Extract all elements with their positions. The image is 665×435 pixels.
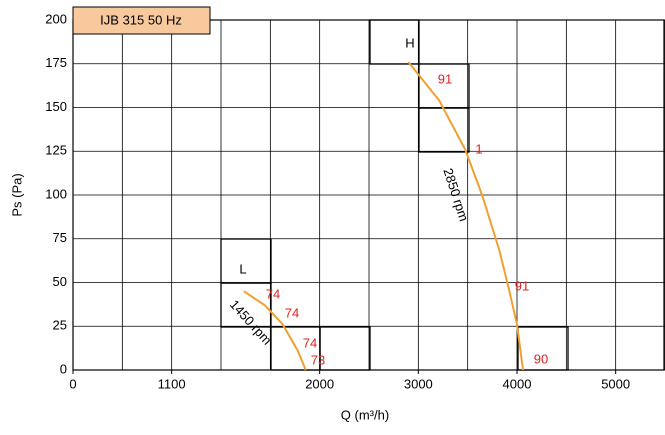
- y-tick-label: 50: [53, 274, 67, 289]
- chart-title: IJB 315 50 Hz: [100, 12, 182, 27]
- box: [319, 326, 371, 371]
- annotation: 91: [515, 278, 529, 293]
- box: [418, 107, 470, 153]
- annotation: 73: [311, 352, 325, 367]
- y-tick-label: 175: [45, 55, 67, 70]
- x-tick-label: 1100: [158, 376, 186, 391]
- annotation: 74: [303, 335, 317, 350]
- y-tick-label: 100: [45, 186, 67, 201]
- box: [220, 282, 272, 328]
- y-tick-label: 150: [45, 99, 67, 114]
- curve: [407, 61, 525, 371]
- x-tick-label: 3000: [404, 376, 433, 391]
- point-label: L: [239, 261, 246, 276]
- y-tick-label: 0: [60, 361, 67, 376]
- curve-label: 1450 rpm: [227, 297, 275, 348]
- x-tick-label: 4000: [503, 376, 532, 391]
- annotation: 74: [266, 286, 280, 301]
- y-tick-label: 200: [45, 11, 67, 26]
- annotation: 74: [285, 305, 299, 320]
- x-tick-label: 5000: [601, 376, 630, 391]
- title-box: [72, 6, 211, 35]
- point-label: H: [405, 35, 414, 50]
- grid: [72, 19, 665, 371]
- y-axis-label: Ps (Pa): [9, 173, 24, 216]
- y-tick-label: 75: [53, 230, 67, 245]
- annotation: 1: [475, 141, 482, 156]
- x-tick-label: 2000: [305, 376, 334, 391]
- annotation: 91: [438, 71, 452, 86]
- x-axis-label: Q (m³/h): [341, 407, 389, 422]
- annotation: 90: [534, 351, 548, 366]
- plot-frame: [72, 19, 665, 371]
- x-tick-label: 0: [69, 376, 76, 391]
- curve: [243, 290, 307, 371]
- y-tick-label: 25: [53, 318, 67, 333]
- y-tick-label: 125: [45, 143, 67, 158]
